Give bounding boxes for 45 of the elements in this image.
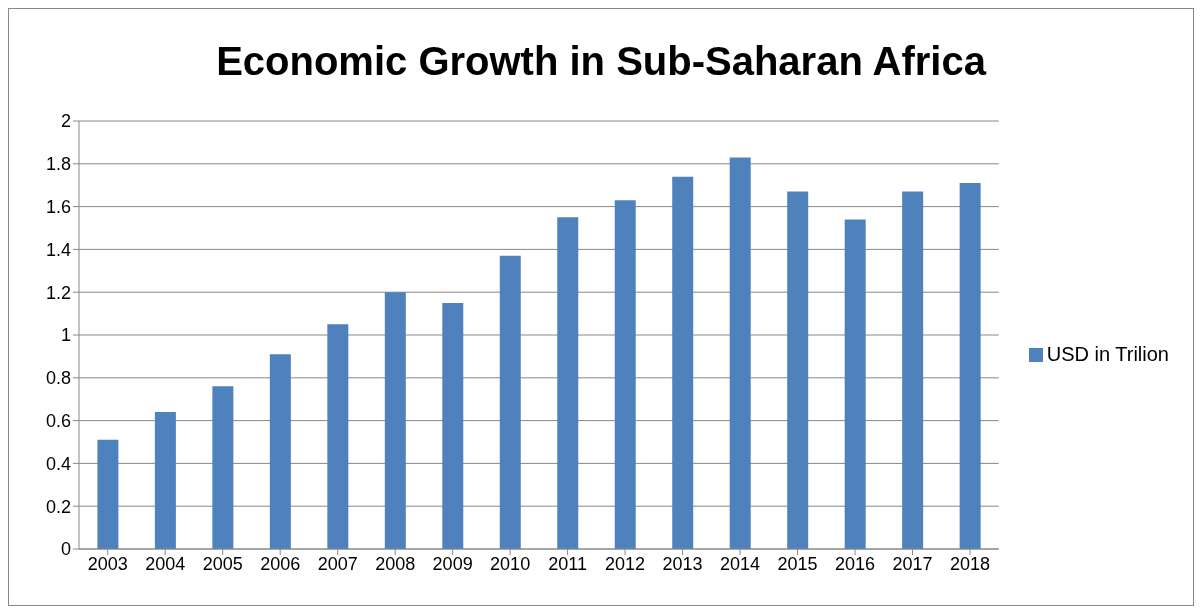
x-tick-label: 2013 (662, 553, 703, 574)
y-tick-label: 1 (60, 325, 71, 346)
bar (384, 292, 406, 549)
x-tick-label: 2017 (892, 553, 933, 574)
bar (327, 324, 349, 549)
bar (729, 157, 751, 549)
x-tick-label: 2011 (548, 553, 587, 574)
y-tick-label: 2 (60, 111, 71, 132)
bar (844, 219, 866, 549)
x-tick-label: 2015 (777, 553, 818, 574)
x-tick-label: 2016 (835, 553, 876, 574)
y-tick-label: 1.2 (45, 282, 71, 303)
x-tick-label: 2006 (260, 553, 301, 574)
x-tick-label: 2008 (375, 553, 416, 574)
y-tick-label: 0.4 (45, 453, 71, 474)
bar (154, 412, 176, 549)
y-tick-label: 1.6 (45, 196, 71, 217)
bar (959, 183, 981, 549)
bar (672, 176, 694, 549)
bar (557, 217, 579, 549)
bar (97, 439, 119, 549)
y-tick-label: 0.2 (45, 496, 71, 517)
x-tick-label: 2005 (202, 553, 243, 574)
bar (212, 386, 234, 549)
bar (499, 255, 521, 549)
bar (614, 200, 636, 549)
x-tick-label: 2007 (317, 553, 358, 574)
bar (902, 191, 924, 549)
legend-label: USD in Trilion (1046, 342, 1169, 365)
bar (442, 302, 464, 549)
y-tick-label: 0 (60, 539, 71, 560)
x-tick-label: 2014 (720, 553, 761, 574)
x-tick-label: 2012 (605, 553, 646, 574)
x-tick-label: 2009 (432, 553, 473, 574)
x-tick-label: 2004 (145, 553, 186, 574)
y-tick-label: 0.6 (45, 410, 71, 431)
x-tick-label: 2018 (949, 553, 991, 574)
y-tick-label: 1.4 (45, 239, 71, 260)
bar (269, 354, 291, 549)
y-tick-label: 0.8 (45, 368, 71, 389)
chart-title: Economic Growth in Sub-Saharan Africa (215, 38, 988, 85)
bar (787, 191, 809, 549)
x-tick-label: 2003 (87, 553, 128, 574)
y-tick-label: 1.8 (45, 154, 71, 175)
x-tick-label: 2010 (490, 553, 531, 574)
